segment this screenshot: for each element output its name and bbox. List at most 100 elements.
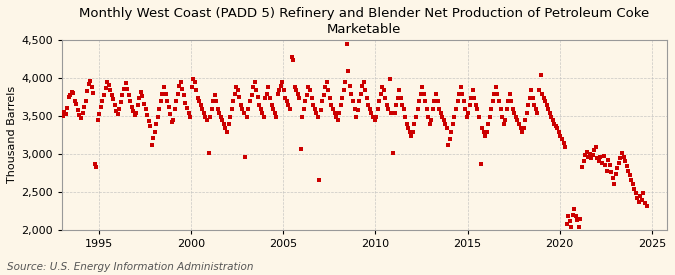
Title: Monthly West Coast (PADD 5) Refinery and Blender Net Production of Petroleum Cok: Monthly West Coast (PADD 5) Refinery and…: [79, 7, 649, 36]
Point: [208, 99, 219, 104]
Y-axis label: Thousand Barrels: Thousand Barrels: [7, 86, 17, 183]
Point: [149, 130, 160, 134]
Point: [143, 119, 154, 123]
Point: [355, 92, 366, 96]
Point: [80, 98, 91, 103]
Point: [260, 95, 271, 100]
Point: [209, 92, 220, 97]
Point: [126, 104, 137, 109]
Point: [227, 99, 238, 104]
Point: [172, 92, 183, 96]
Point: [124, 92, 134, 97]
Point: [520, 118, 531, 123]
Point: [470, 103, 481, 108]
Point: [397, 103, 408, 108]
Point: [153, 114, 163, 119]
Point: [91, 165, 102, 170]
Point: [516, 130, 527, 134]
Point: [455, 85, 466, 89]
Point: [451, 107, 462, 111]
Point: [220, 126, 231, 130]
Point: [604, 163, 615, 167]
Point: [394, 88, 404, 92]
Point: [574, 225, 585, 229]
Point: [425, 122, 435, 127]
Point: [85, 79, 96, 83]
Point: [161, 98, 172, 103]
Point: [205, 114, 215, 119]
Point: [375, 92, 386, 96]
Point: [180, 101, 191, 105]
Point: [360, 88, 371, 92]
Point: [74, 113, 85, 117]
Point: [179, 93, 190, 98]
Point: [406, 133, 416, 138]
Point: [605, 170, 616, 174]
Point: [333, 111, 344, 115]
Point: [271, 114, 281, 119]
Point: [515, 126, 526, 130]
Point: [410, 114, 421, 119]
Point: [585, 152, 595, 156]
Point: [402, 122, 412, 127]
Point: [308, 103, 319, 108]
Point: [249, 80, 260, 85]
Point: [468, 88, 479, 92]
Point: [485, 114, 495, 119]
Point: [523, 103, 534, 108]
Point: [183, 111, 194, 115]
Point: [323, 88, 334, 92]
Point: [561, 221, 572, 226]
Point: [538, 95, 549, 100]
Point: [508, 107, 518, 111]
Point: [354, 99, 364, 104]
Point: [408, 130, 418, 134]
Point: [115, 100, 126, 104]
Point: [377, 85, 387, 89]
Point: [493, 99, 504, 104]
Point: [369, 118, 380, 123]
Point: [460, 107, 470, 111]
Point: [626, 177, 637, 182]
Point: [176, 80, 186, 85]
Point: [192, 95, 203, 100]
Point: [415, 92, 426, 96]
Point: [366, 111, 377, 115]
Point: [269, 111, 280, 115]
Point: [551, 123, 562, 128]
Point: [136, 89, 146, 94]
Point: [248, 85, 259, 89]
Point: [379, 88, 389, 92]
Point: [640, 201, 651, 205]
Point: [396, 95, 406, 100]
Point: [163, 105, 174, 110]
Point: [444, 137, 455, 142]
Point: [286, 54, 297, 59]
Point: [612, 166, 623, 170]
Point: [240, 155, 251, 159]
Point: [72, 108, 83, 112]
Point: [243, 107, 254, 111]
Point: [416, 85, 427, 89]
Point: [96, 105, 107, 110]
Point: [120, 81, 131, 85]
Point: [404, 130, 415, 134]
Point: [165, 112, 176, 117]
Point: [197, 107, 208, 111]
Point: [313, 114, 323, 119]
Point: [219, 122, 230, 127]
Point: [433, 107, 444, 111]
Point: [463, 111, 474, 115]
Point: [586, 155, 597, 160]
Point: [500, 118, 510, 123]
Point: [70, 98, 80, 103]
Point: [547, 118, 558, 123]
Point: [491, 85, 502, 89]
Point: [589, 148, 599, 152]
Point: [340, 80, 351, 85]
Point: [361, 95, 372, 100]
Point: [564, 219, 575, 224]
Point: [251, 88, 262, 92]
Point: [279, 88, 290, 92]
Point: [185, 114, 196, 119]
